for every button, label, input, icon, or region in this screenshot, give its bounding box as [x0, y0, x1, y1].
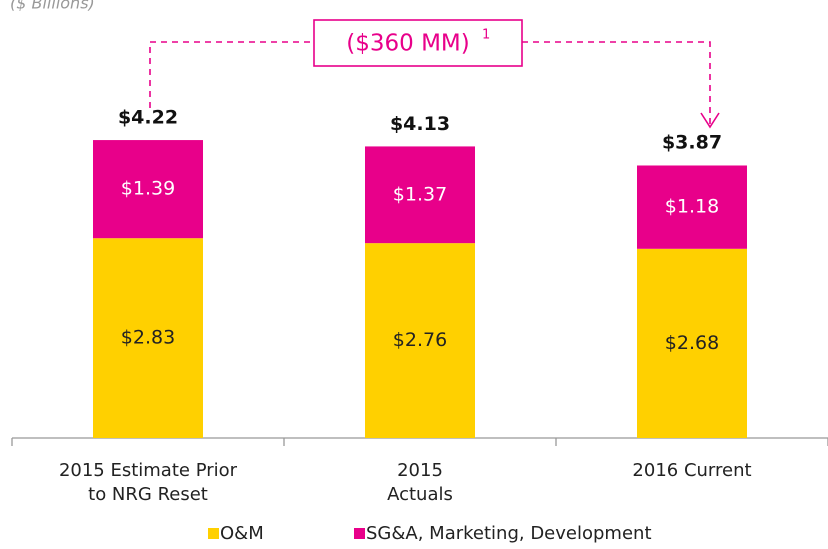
segment-label: $1.18 [665, 196, 719, 218]
x-tick-label: Actuals [387, 484, 453, 505]
legend-swatch [208, 528, 219, 539]
legend-label: SG&A, Marketing, Development [366, 523, 652, 544]
x-tick-label: to NRG Reset [88, 484, 208, 505]
annotation-sup: 1 [482, 28, 490, 43]
segment-label: $2.76 [393, 329, 447, 351]
bar-segment [365, 146, 475, 244]
subtitle: ($ Billions) [10, 0, 95, 13]
segment-label: $1.37 [393, 183, 447, 205]
annotation: ($360 MM) [346, 31, 469, 57]
bar-segment [93, 238, 203, 438]
total-label: $4.22 [118, 107, 178, 129]
total-label: $3.87 [662, 131, 722, 153]
bracket-right [522, 41, 711, 125]
bar-segment [365, 243, 475, 438]
arrow-head [700, 112, 720, 129]
bar-segment [93, 140, 203, 239]
x-tick-label: 2015 Estimate Prior [59, 460, 238, 481]
bar-segment [637, 165, 747, 249]
x-tick-label: 2016 Current [632, 460, 751, 481]
annotation-box [313, 19, 523, 67]
legend-label: O&M [220, 523, 264, 544]
segment-label: $1.39 [121, 178, 175, 200]
total-label: $4.13 [390, 113, 450, 135]
bar-segment [637, 248, 747, 438]
segment-label: $2.83 [121, 327, 175, 349]
legend-swatch [354, 528, 365, 539]
bracket-left [149, 41, 314, 108]
segment-label: $2.68 [665, 332, 719, 354]
bracket [149, 41, 711, 125]
x-tick-label: 2015 [397, 460, 443, 481]
